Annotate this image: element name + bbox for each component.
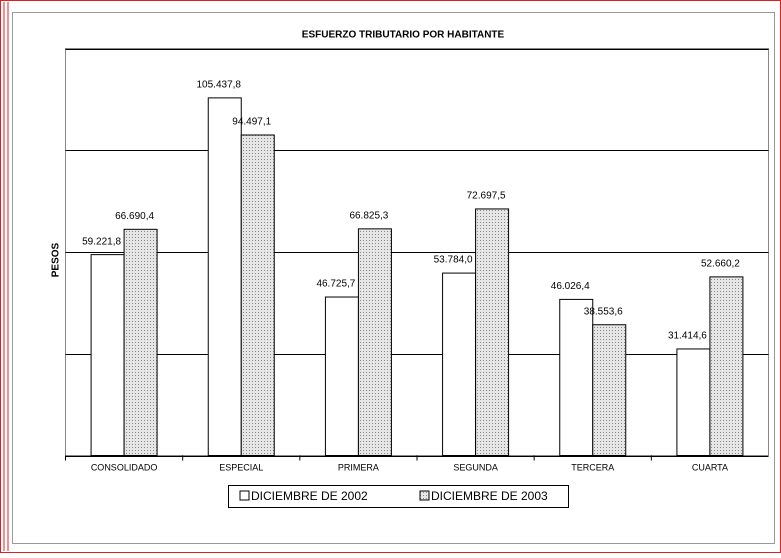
legend-label: DICIEMBRE DE 2003 [431, 489, 548, 503]
bar [357, 228, 392, 456]
bar [240, 134, 275, 456]
bar [559, 298, 594, 456]
value-label: 31.414,6 [668, 331, 707, 342]
value-label: 72.697,5 [467, 191, 506, 202]
chart-title: ESFUERZO TRIBUTARIO POR HABITANTE [302, 30, 505, 41]
bar [475, 208, 510, 456]
x-tick-label: ESPECIAL [219, 462, 263, 472]
bar [709, 276, 744, 457]
x-tick-label: TERCERA [571, 462, 614, 472]
value-label: 52.660,2 [701, 259, 740, 270]
x-tick-label: PRIMERA [338, 462, 379, 472]
x-tick-label: SEGUNDA [453, 462, 498, 472]
bar [207, 97, 242, 456]
legend-label: DICIEMBRE DE 2002 [251, 489, 368, 503]
x-tick-label: CUARTA [692, 462, 728, 472]
bar [592, 324, 627, 456]
y-axis-label: PESOS [51, 242, 62, 277]
value-label: 46.026,4 [551, 281, 590, 292]
bar [324, 296, 359, 456]
x-tick-label: CONSOLIDADO [91, 462, 158, 472]
legend-swatch [419, 490, 430, 501]
bar [676, 348, 711, 456]
bar [90, 254, 125, 456]
value-label: 38.553,6 [584, 306, 623, 317]
bar [442, 272, 477, 457]
value-label: 66.825,3 [349, 210, 388, 221]
value-label: 105.437,8 [197, 80, 242, 91]
bar [123, 228, 158, 456]
value-label: 66.690,4 [115, 211, 154, 222]
value-label: 94.497,1 [232, 117, 271, 128]
legend [228, 485, 569, 508]
value-label: 59.221,8 [82, 236, 121, 247]
value-label: 53.784,0 [434, 255, 473, 266]
value-label: 46.725,7 [316, 279, 355, 290]
legend-swatch [239, 490, 250, 501]
